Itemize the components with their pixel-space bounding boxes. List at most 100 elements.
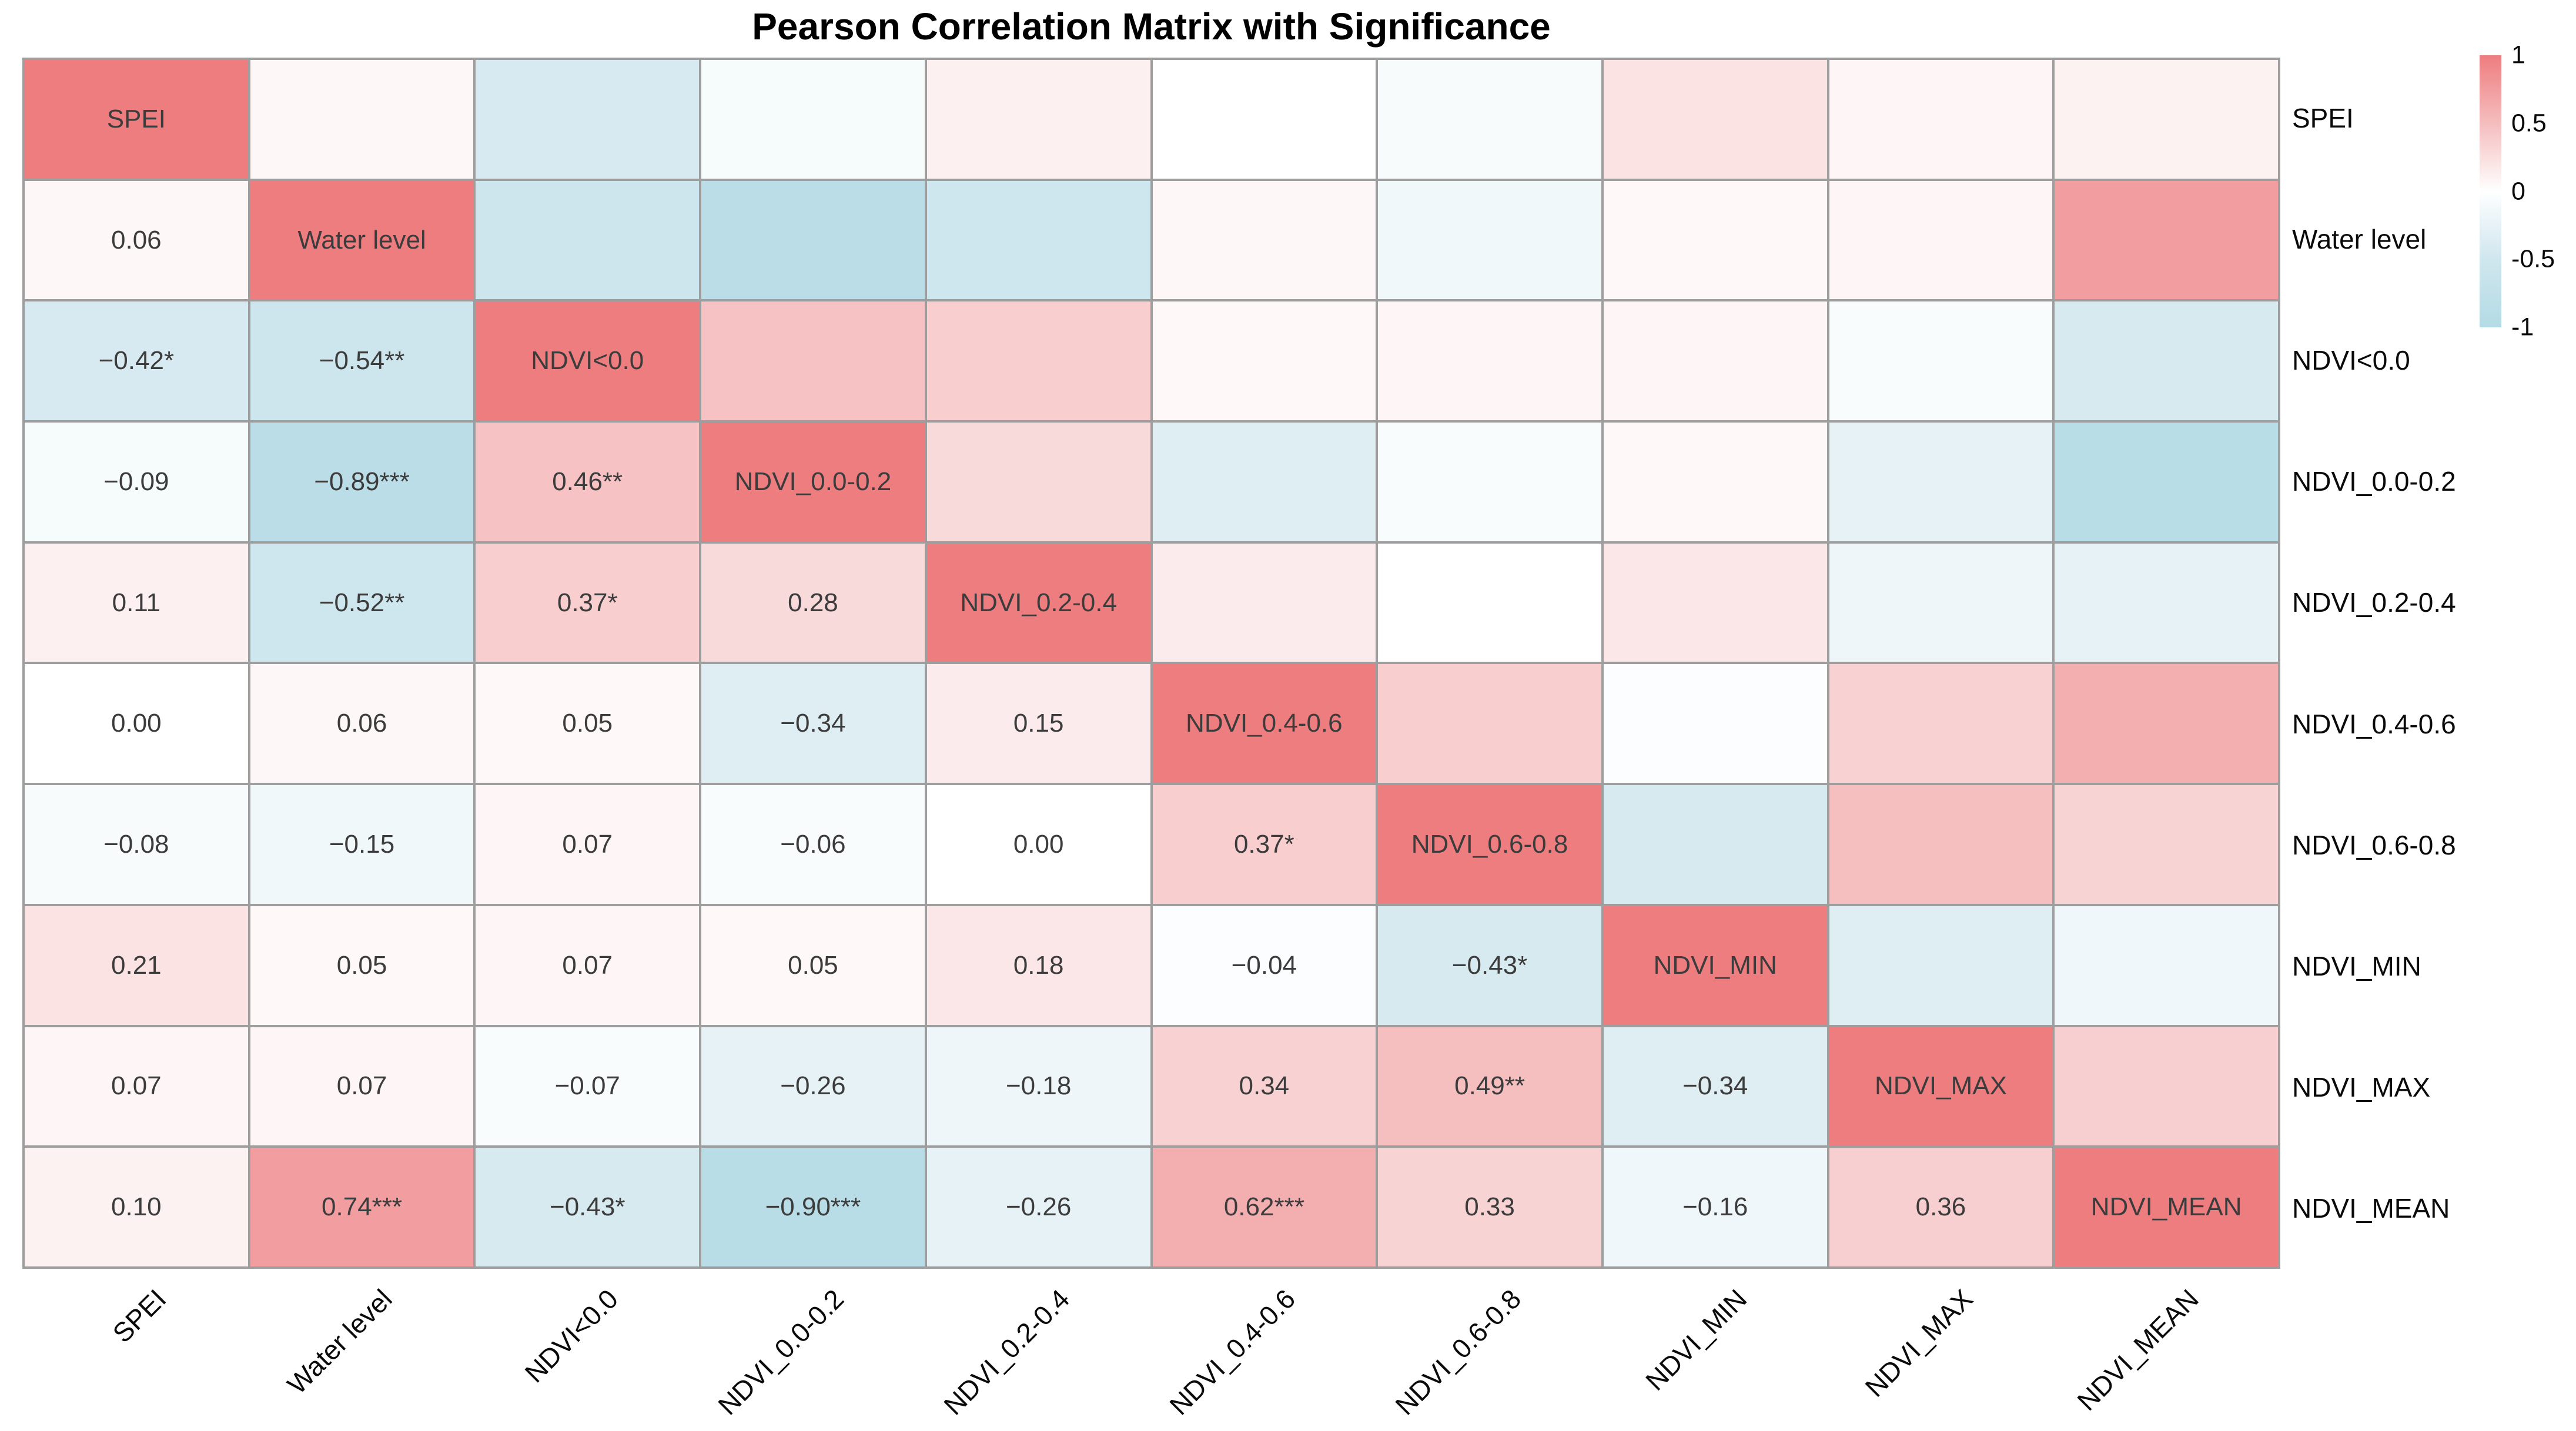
matrix-value-cell: −0.18 <box>926 1027 1150 1146</box>
matrix-color-cell <box>2055 60 2278 179</box>
matrix-value-cell: −0.26 <box>926 1148 1150 1266</box>
correlation-matrix-grid: SPEI 0.06 Water level −0.42* −0.54** NDVI<0.0… <box>22 58 2280 1269</box>
matrix-value-cell: 0.34 <box>1152 1027 1376 1146</box>
matrix-color-cell <box>1603 664 1827 783</box>
matrix-value-cell: 0.37* <box>476 543 700 662</box>
column-label: NDVI_MEAN <box>2070 1283 2204 1417</box>
matrix-color-cell <box>476 180 700 300</box>
row-label: NDVI_0.2-0.4 <box>2292 587 2456 618</box>
matrix-diagonal-cell: NDVI_0.4-0.6 <box>1152 664 1376 783</box>
row-label: NDVI<0.0 <box>2292 345 2410 376</box>
matrix-color-cell <box>2055 906 2278 1025</box>
matrix-value-cell: 0.28 <box>701 543 925 662</box>
matrix-value-cell: −0.90*** <box>701 1148 925 1266</box>
colorbar-tick-label: 0.5 <box>2511 109 2547 138</box>
row-label: NDVI_MIN <box>2292 950 2421 981</box>
matrix-value-cell: 0.00 <box>926 785 1150 904</box>
matrix-diagonal-cell: NDVI_MAX <box>1829 1027 2053 1146</box>
column-label: SPEI <box>106 1283 172 1349</box>
matrix-value-cell: 0.11 <box>25 543 248 662</box>
matrix-color-cell <box>476 60 700 179</box>
matrix-value-cell: 0.07 <box>25 1027 248 1146</box>
matrix-color-cell <box>1603 423 1827 541</box>
row-label: NDVI_0.0-0.2 <box>2292 466 2456 497</box>
matrix-color-cell <box>2055 543 2278 662</box>
matrix-diagonal-cell: NDVI_0.6-0.8 <box>1378 785 1601 904</box>
matrix-color-cell <box>1829 423 2053 541</box>
matrix-color-cell <box>1603 60 1827 179</box>
matrix-color-cell <box>2055 1027 2278 1146</box>
matrix-color-cell <box>2055 423 2278 541</box>
matrix-color-cell <box>1603 301 1827 421</box>
colorbar-tick-label: 1 <box>2511 41 2525 69</box>
matrix-value-cell: 0.10 <box>25 1148 248 1266</box>
matrix-value-cell: 0.07 <box>476 785 700 904</box>
matrix-value-cell: 0.36 <box>1829 1148 2053 1266</box>
row-label: SPEI <box>2292 103 2354 134</box>
matrix-value-cell: 0.37* <box>1152 785 1376 904</box>
matrix-color-cell <box>1829 60 2053 179</box>
matrix-value-cell: −0.43* <box>1378 906 1601 1025</box>
column-label: NDVI_0.2-0.4 <box>938 1283 1075 1421</box>
matrix-diagonal-cell: SPEI <box>25 60 248 179</box>
column-label: NDVI<0.0 <box>518 1283 624 1389</box>
matrix-value-cell: −0.15 <box>250 785 474 904</box>
matrix-value-cell: 0.18 <box>926 906 1150 1025</box>
column-label: NDVI_0.4-0.6 <box>1163 1283 1302 1421</box>
matrix-value-cell: −0.43* <box>476 1148 700 1266</box>
matrix-value-cell: −0.16 <box>1603 1148 1827 1266</box>
matrix-color-cell <box>1152 60 1376 179</box>
matrix-color-cell <box>1829 301 2053 421</box>
colorbar-gradient <box>2480 55 2501 327</box>
matrix-value-cell: 0.33 <box>1378 1148 1601 1266</box>
matrix-color-cell <box>1603 543 1827 662</box>
matrix-color-cell <box>2055 180 2278 300</box>
matrix-color-cell <box>1829 664 2053 783</box>
matrix-value-cell: −0.04 <box>1152 906 1376 1025</box>
matrix-color-cell <box>1378 301 1601 421</box>
colorbar-tick-label: -0.5 <box>2511 244 2555 273</box>
matrix-value-cell: 0.06 <box>250 664 474 783</box>
matrix-color-cell <box>1152 301 1376 421</box>
matrix-value-cell: −0.52** <box>250 543 474 662</box>
row-label: Water level <box>2292 224 2427 255</box>
matrix-color-cell <box>2055 785 2278 904</box>
column-label: Water level <box>281 1283 398 1400</box>
matrix-value-cell: 0.07 <box>250 1027 474 1146</box>
matrix-diagonal-cell: NDVI_0.0-0.2 <box>701 423 925 541</box>
matrix-color-cell <box>1152 423 1376 541</box>
column-label: NDVI_0.6-0.8 <box>1389 1283 1527 1421</box>
matrix-value-cell: −0.42* <box>25 301 248 421</box>
matrix-value-cell: 0.05 <box>701 906 925 1025</box>
matrix-color-cell <box>926 60 1150 179</box>
matrix-diagonal-cell: Water level <box>250 180 474 300</box>
matrix-value-cell: 0.07 <box>476 906 700 1025</box>
matrix-color-cell <box>1152 543 1376 662</box>
colorbar-tick-label: 0 <box>2511 177 2525 205</box>
column-label: NDVI_MIN <box>1640 1283 1753 1396</box>
matrix-color-cell <box>250 60 474 179</box>
matrix-diagonal-cell: NDVI_MIN <box>1603 906 1827 1025</box>
matrix-value-cell: −0.26 <box>701 1027 925 1146</box>
matrix-color-cell <box>1829 906 2053 1025</box>
matrix-value-cell: −0.09 <box>25 423 248 541</box>
matrix-value-cell: −0.54** <box>250 301 474 421</box>
matrix-value-cell: 0.21 <box>25 906 248 1025</box>
matrix-value-cell: −0.89*** <box>250 423 474 541</box>
matrix-color-cell <box>701 60 925 179</box>
row-label: NDVI_0.4-0.6 <box>2292 708 2456 739</box>
column-label: NDVI_MAX <box>1859 1283 1979 1403</box>
row-label: NDVI_MAX <box>2292 1071 2431 1102</box>
matrix-color-cell <box>926 301 1150 421</box>
matrix-color-cell <box>1378 543 1601 662</box>
matrix-color-cell <box>2055 301 2278 421</box>
row-label: NDVI_0.6-0.8 <box>2292 829 2456 860</box>
row-label: NDVI_MEAN <box>2292 1192 2450 1224</box>
matrix-value-cell: 0.05 <box>476 664 700 783</box>
matrix-color-cell <box>1603 180 1827 300</box>
matrix-color-cell <box>1378 60 1601 179</box>
matrix-color-cell <box>1829 180 2053 300</box>
matrix-diagonal-cell: NDVI<0.0 <box>476 301 700 421</box>
matrix-diagonal-cell: NDVI_MEAN <box>2055 1148 2278 1266</box>
